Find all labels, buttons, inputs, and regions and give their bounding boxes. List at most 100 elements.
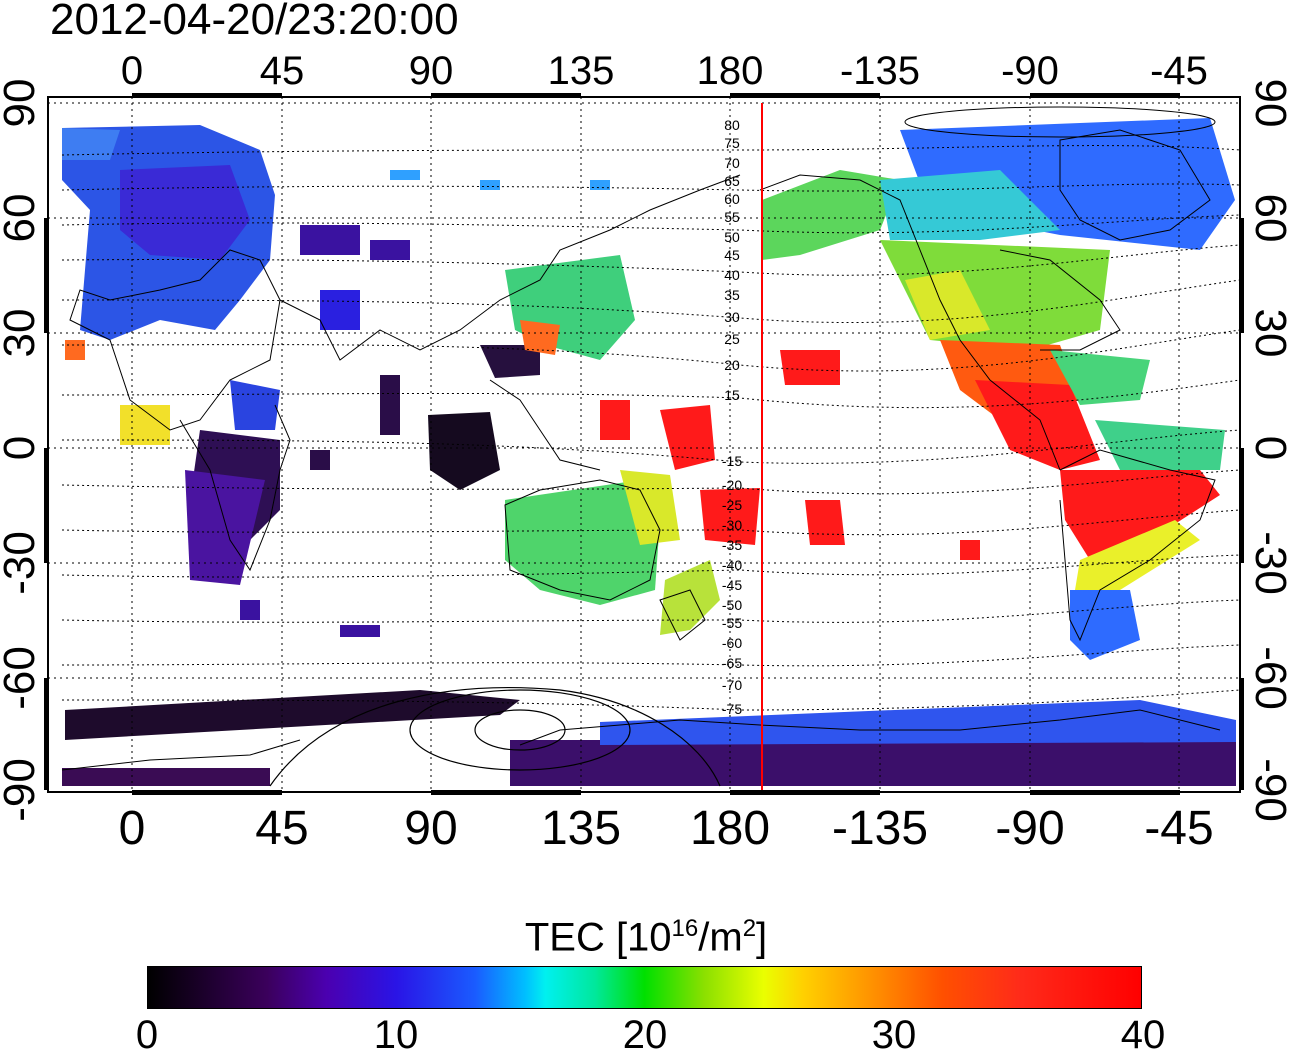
right-latitude-labels: 90 60 30 0 -30 -60 -90: [1246, 79, 1292, 822]
latitude-label-left: 60: [0, 194, 44, 243]
top-longitude-labels: 0 45 90 135 180 -135 -90 -45: [121, 49, 1208, 93]
timestamp: 2012-04-20/23:20:00: [50, 0, 459, 44]
magnetic-latitude-label: -60: [722, 635, 742, 651]
tec-dot: [370, 240, 410, 260]
colorbar-title-exponent: 16: [671, 915, 699, 942]
colorbar-tick-label: 0: [135, 1013, 159, 1057]
colorbar-title: TEC [1016/m2]: [0, 905, 1292, 961]
longitude-label-top: 45: [260, 49, 305, 93]
magnetic-latitude-label: 70: [724, 155, 740, 171]
longitude-label-bottom: 135: [541, 802, 621, 855]
magnetic-latitude-label: 75: [724, 135, 740, 151]
tec-dot: [300, 225, 360, 255]
tec-dot: [310, 450, 330, 470]
latitude-label-left: -60: [0, 646, 44, 710]
tec-region-sa-red: [1060, 470, 1220, 560]
magnetic-latitude-label: -30: [722, 517, 742, 533]
tec-region-nw-strip: [62, 128, 120, 160]
tec-region-indonesia: [428, 412, 500, 490]
colorbar-title-suffix: ]: [756, 915, 768, 960]
magnetic-latitude-label: 60: [724, 191, 740, 207]
longitude-label-top: 90: [409, 49, 454, 93]
latitude-label-right: -30: [1246, 531, 1292, 595]
colorbar-tick-label: 30: [871, 1013, 917, 1057]
longitude-label-top: 0: [121, 49, 143, 93]
latitude-label-right: 60: [1246, 194, 1292, 243]
magnetic-latitude-label: 15: [724, 387, 740, 403]
bottom-longitude-labels: 0 45 90 135 180 -135 -90 -45: [119, 802, 1214, 855]
colorbar-tick-label: 10: [373, 1013, 419, 1057]
tec-dot: [380, 375, 400, 435]
longitude-label-bottom: -90: [995, 802, 1064, 855]
magnetic-latitude-label: -40: [722, 557, 742, 573]
magnetic-contours: [61, 145, 1241, 711]
colorbar-tick-label: 20: [622, 1013, 668, 1057]
magnetic-latitude-label: 65: [724, 173, 740, 189]
magnetic-latitude-label: 30: [724, 309, 740, 325]
tec-dot: [590, 180, 610, 190]
latitude-label-right: 0: [1246, 436, 1292, 460]
longitude-label-bottom: -45: [1144, 802, 1213, 855]
magnetic-latitude-label: -45: [722, 577, 742, 593]
longitude-label-bottom: -135: [832, 802, 928, 855]
tec-dot: [65, 340, 85, 360]
magnetic-latitude-label: 50: [724, 229, 740, 245]
tec-region-nz: [660, 560, 720, 635]
magnetic-latitude-label: -25: [722, 497, 742, 513]
tec-region-canada-cyan: [880, 170, 1060, 240]
magnetic-latitude-label: -20: [722, 477, 742, 493]
axis-bars: [44, 93, 1244, 795]
longitude-label-bottom: 45: [255, 802, 308, 855]
magnetic-latitude-label: 25: [724, 331, 740, 347]
magnetic-latitude-label: 20: [724, 357, 740, 373]
magnetic-latitude-label: 45: [724, 247, 740, 263]
magnetic-latitude-label: -75: [722, 701, 742, 717]
colorbar-title-unit: /m: [698, 915, 743, 960]
latitude-label-right: 90: [1246, 79, 1292, 128]
tec-region-caribbean: [1050, 350, 1150, 405]
left-latitude-labels: 90 60 30 0 -30 -60 -90: [0, 79, 44, 822]
longitude-label-top: 135: [548, 49, 615, 93]
magnetic-latitude-label: -55: [722, 615, 742, 631]
tec-dot: [240, 600, 260, 620]
latitude-label-left: 0: [0, 436, 44, 460]
tec-region-asia-dark: [480, 345, 540, 378]
coastlines: [61, 106, 1221, 771]
latitude-label-left: 90: [0, 79, 44, 128]
tec-region-africa-purple: [185, 470, 265, 585]
magnetic-latitude-label: 35: [724, 287, 740, 303]
tec-region-south-pacific: [805, 500, 845, 545]
grid-lines: [48, 97, 1240, 790]
tec-region-east-africa: [230, 380, 280, 430]
magnetic-latitude-label: -35: [722, 537, 742, 553]
tec-dot: [600, 400, 630, 440]
tec-region-hawaii: [780, 350, 840, 385]
latitude-label-left: 30: [0, 309, 44, 358]
magnetic-latitude-label: -50: [722, 597, 742, 613]
longitude-label-bottom: 180: [690, 802, 770, 855]
longitude-label-top: -90: [1001, 49, 1059, 93]
tec-dot: [480, 180, 500, 190]
tec-dot: [960, 540, 980, 560]
latitude-label-left: -90: [0, 758, 44, 822]
tec-region-pacific-red: [660, 405, 715, 470]
tec-region-antarctic: [510, 740, 1236, 786]
longitude-label-top: -45: [1150, 49, 1208, 93]
tec-dot: [390, 170, 420, 180]
colorbar-tick-label: 40: [1120, 1013, 1166, 1057]
longitude-label-bottom: 0: [119, 802, 146, 855]
tec-region-japan: [520, 320, 560, 355]
tec-region-pacific-red2: [700, 488, 760, 545]
magnetic-latitude-label: -15: [722, 453, 742, 469]
longitude-label-top: -135: [840, 49, 920, 93]
map-frame: [47, 96, 1241, 793]
latitude-label-left: -30: [0, 531, 44, 595]
colorbar: [147, 966, 1142, 1009]
latitude-label-right: -60: [1246, 646, 1292, 710]
colorbar-title-prefix: TEC [10: [524, 915, 672, 960]
magnetic-latitude-label: -70: [722, 677, 742, 693]
longitude-label-bottom: 90: [404, 802, 457, 855]
tec-region-alaska: [762, 170, 900, 260]
tec-region-southern-strip: [65, 690, 520, 740]
polar-contours: [269, 687, 721, 787]
